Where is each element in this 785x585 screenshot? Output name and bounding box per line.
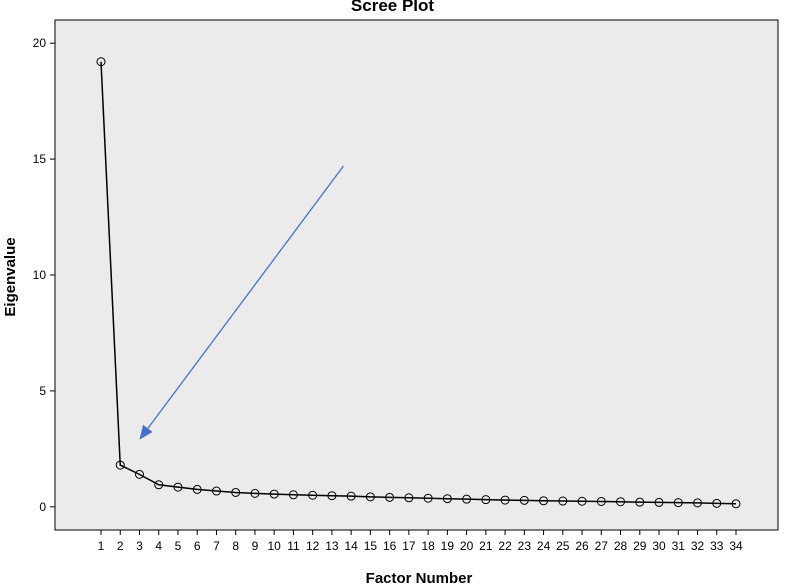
data-point — [250, 488, 260, 498]
x-tick-label: 28 — [614, 539, 628, 553]
data-point — [693, 498, 703, 508]
x-tick-label: 8 — [232, 539, 239, 553]
x-tick-label: 11 — [287, 539, 300, 553]
plot-area — [54, 19, 779, 531]
data-point — [616, 497, 626, 507]
x-tick-label: 33 — [710, 539, 724, 553]
data-point — [500, 495, 510, 505]
data-point — [539, 496, 549, 506]
data-point — [211, 486, 221, 496]
y-axis: 0 5 10 15 20 — [33, 36, 55, 514]
data-point — [558, 496, 568, 506]
x-tick-label: 4 — [155, 539, 162, 553]
y-tick-label: 0 — [39, 500, 46, 514]
x-tick-label: 19 — [441, 539, 455, 553]
data-point — [654, 497, 664, 507]
data-point — [635, 497, 645, 507]
data-point — [442, 494, 452, 504]
data-point — [308, 490, 318, 500]
annotation-layer — [139, 165, 344, 440]
x-axis-title: Factor Number — [366, 570, 473, 585]
x-tick-label: 23 — [518, 539, 532, 553]
data-point — [173, 482, 183, 492]
x-tick-label: 12 — [306, 539, 320, 553]
data-point — [327, 491, 337, 501]
y-tick-label: 20 — [33, 36, 47, 50]
annotation-arrow-head — [139, 424, 153, 440]
data-point — [519, 495, 529, 505]
annotation-arrow-shaft — [147, 165, 344, 429]
chart-title: Scree Plot — [350, 0, 435, 15]
data-point — [115, 460, 125, 470]
data-point — [346, 491, 356, 501]
x-tick-label: 26 — [575, 539, 589, 553]
data-point — [192, 484, 202, 494]
x-tick-label: 13 — [325, 539, 339, 553]
data-point — [577, 496, 587, 506]
y-tick-label: 5 — [39, 384, 46, 398]
x-tick-label: 16 — [383, 539, 397, 553]
x-tick-label: 34 — [729, 539, 743, 553]
series-line — [100, 61, 737, 505]
x-tick-label: 9 — [252, 539, 259, 553]
data-point — [288, 490, 298, 500]
data-point — [269, 489, 279, 499]
x-axis: 1 2 3 4 5 6 7 8 9 10 11 12 13 14 15 16 17 18 19 20 21 22 23 24 2… — [98, 530, 743, 553]
data-point — [481, 495, 491, 505]
x-tick-label: 14 — [344, 539, 358, 553]
x-tick-label: 24 — [537, 539, 551, 553]
y-tick-label: 15 — [33, 152, 47, 166]
x-tick-label: 10 — [268, 539, 282, 553]
data-point — [365, 492, 375, 502]
x-tick-label: 31 — [672, 539, 686, 553]
x-tick-label: 17 — [402, 539, 416, 553]
data-point — [731, 499, 741, 509]
x-tick-label: 20 — [460, 539, 474, 553]
y-tick-label: 10 — [33, 268, 47, 282]
x-tick-label: 7 — [213, 539, 220, 553]
x-tick-label: 22 — [498, 539, 512, 553]
data-point — [673, 498, 683, 508]
data-point — [96, 57, 106, 67]
data-point — [462, 494, 472, 504]
x-tick-label: 21 — [479, 539, 493, 553]
x-tick-label: 5 — [175, 539, 182, 553]
x-tick-label: 6 — [194, 539, 201, 553]
data-point — [154, 480, 164, 490]
data-point — [712, 498, 722, 508]
x-tick-label: 29 — [633, 539, 647, 553]
data-point — [385, 492, 395, 502]
x-tick-label: 32 — [691, 539, 705, 553]
x-tick-label: 18 — [421, 539, 435, 553]
data-point — [134, 469, 144, 479]
x-tick-label: 25 — [556, 539, 570, 553]
x-tick-label: 27 — [595, 539, 609, 553]
x-tick-label: 2 — [117, 539, 124, 553]
x-tick-label: 1 — [98, 539, 105, 553]
data-point — [423, 493, 433, 503]
y-axis-title: Eigenvalue — [2, 237, 19, 316]
data-point — [596, 496, 606, 506]
eigenvalue-series — [96, 57, 741, 509]
x-tick-label: 30 — [652, 539, 666, 553]
data-point — [404, 493, 414, 503]
data-point — [231, 487, 241, 497]
x-tick-label: 15 — [364, 539, 378, 553]
x-tick-label: 3 — [136, 539, 143, 553]
